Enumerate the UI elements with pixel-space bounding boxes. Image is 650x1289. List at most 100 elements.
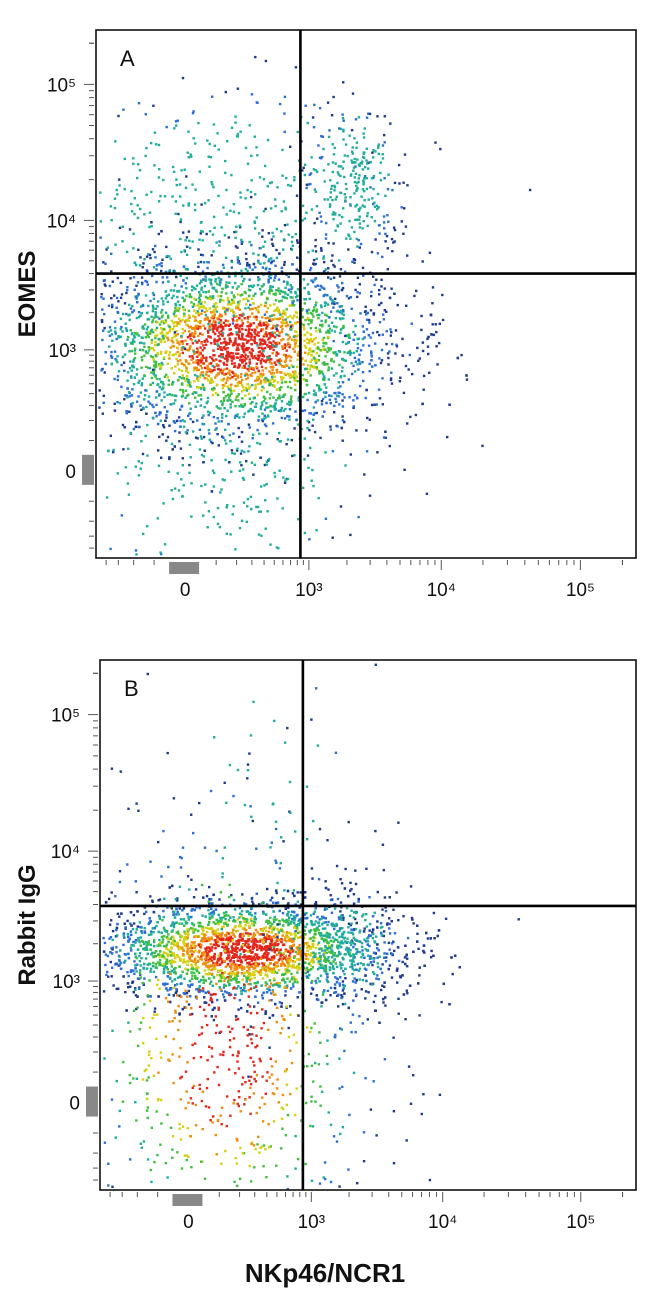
event-dot — [177, 213, 179, 215]
event-dot — [152, 248, 154, 250]
event-dot — [128, 313, 130, 315]
event-dot — [281, 328, 283, 330]
event-dot — [188, 314, 190, 316]
event-dot — [330, 278, 332, 280]
event-dot — [217, 339, 219, 341]
event-dot — [384, 431, 386, 433]
event-dot — [260, 360, 262, 362]
event-dot — [210, 336, 212, 338]
event-dot — [344, 199, 346, 201]
event-dot — [220, 319, 222, 321]
event-dot — [252, 252, 254, 254]
event-dot — [144, 280, 146, 282]
event-dot — [344, 193, 346, 195]
event-dot — [232, 432, 234, 434]
event-dot — [332, 218, 334, 220]
event-dot — [390, 331, 392, 333]
event-dot — [343, 351, 345, 353]
event-dot — [237, 301, 239, 303]
event-dot — [224, 160, 226, 162]
event-dot — [214, 333, 216, 335]
event-dot — [360, 349, 362, 351]
event-dot — [181, 377, 183, 379]
event-dot — [272, 245, 274, 247]
event-dot — [263, 484, 265, 486]
event-dot — [205, 359, 207, 361]
event-dot — [200, 404, 202, 406]
event-dot — [309, 298, 311, 300]
event-dot — [333, 411, 335, 413]
event-dot — [133, 383, 135, 385]
event-dot — [174, 331, 176, 333]
plot-frame — [96, 30, 636, 558]
event-dot — [207, 331, 209, 333]
event-dot — [336, 425, 338, 427]
event-dot — [221, 315, 223, 317]
event-dot — [208, 320, 210, 322]
event-dot — [227, 423, 229, 425]
event-dot — [314, 285, 316, 287]
event-dot — [171, 443, 173, 445]
event-dot — [116, 193, 118, 195]
event-dot — [160, 270, 162, 272]
event-dot — [179, 420, 181, 422]
event-dot — [296, 312, 298, 314]
event-dot — [153, 266, 155, 268]
event-dot — [274, 402, 276, 404]
event-dot — [125, 313, 127, 315]
event-dot — [200, 313, 202, 315]
event-dot — [368, 319, 370, 321]
event-dot — [241, 520, 243, 522]
event-dot — [227, 334, 229, 336]
event-dot — [279, 103, 281, 105]
event-dot — [322, 349, 324, 351]
event-dot — [269, 397, 271, 399]
event-dot — [278, 362, 280, 364]
event-dot — [225, 286, 227, 288]
event-dot — [206, 377, 208, 379]
event-dot — [309, 368, 311, 370]
event-dot — [310, 327, 312, 329]
event-dot — [220, 379, 222, 381]
event-dot — [102, 261, 104, 263]
event-dot — [380, 302, 382, 304]
event-dot — [342, 207, 344, 209]
event-dot — [318, 385, 320, 387]
event-dot — [383, 318, 385, 320]
event-dot — [191, 285, 193, 287]
event-dot — [125, 292, 127, 294]
event-dot — [210, 459, 212, 461]
event-dot — [145, 366, 147, 368]
event-dot — [384, 195, 386, 197]
event-dot — [271, 290, 273, 292]
event-dot — [247, 316, 249, 318]
event-dot — [384, 115, 386, 117]
event-dot — [313, 366, 315, 368]
event-dot — [294, 410, 296, 412]
event-dot — [212, 316, 214, 318]
event-dot — [423, 389, 425, 391]
event-dot — [423, 375, 425, 377]
event-dot — [355, 185, 357, 187]
event-dot — [331, 185, 333, 187]
event-dot — [231, 261, 233, 263]
event-dot — [142, 533, 144, 535]
event-dot — [200, 485, 202, 487]
event-dot — [341, 415, 343, 417]
event-dot — [252, 308, 254, 310]
event-dot — [202, 325, 204, 327]
event-dot — [390, 288, 392, 290]
event-dot — [359, 283, 361, 285]
event-dot — [290, 395, 292, 397]
event-dot — [100, 220, 102, 222]
event-dot — [276, 306, 278, 308]
event-dot — [240, 283, 242, 285]
event-dot — [378, 389, 380, 391]
event-dot — [379, 172, 381, 174]
event-dot — [381, 377, 383, 379]
event-dot — [315, 191, 317, 193]
event-dot — [201, 310, 203, 312]
event-dot — [216, 132, 218, 134]
event-dot — [341, 289, 343, 291]
event-dot — [381, 359, 383, 361]
